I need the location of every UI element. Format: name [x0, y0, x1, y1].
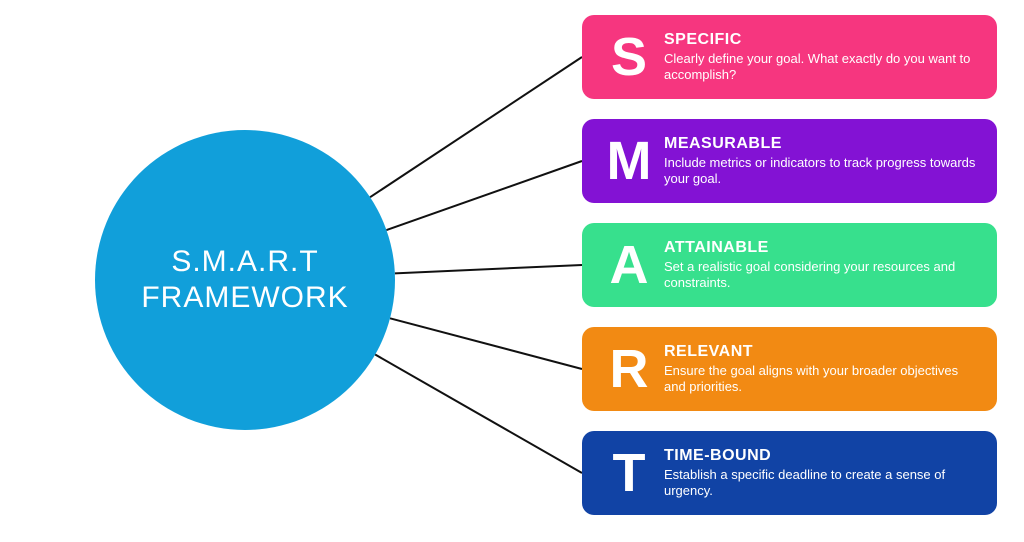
smart-card-r: RRELEVANT Ensure the goal aligns with you…	[582, 327, 997, 411]
card-letter: A	[594, 238, 664, 292]
card-body: RELEVANT Ensure the goal aligns with your…	[664, 343, 981, 396]
card-body: MEASURABLE Include metrics or indicators …	[664, 135, 981, 188]
card-letter: M	[594, 134, 664, 188]
smart-card-m: MMEASURABLE Include metrics or indicators…	[582, 119, 997, 203]
hub-circle: S.M.A.R.T FRAMEWORK	[95, 130, 395, 430]
connector-line	[375, 355, 582, 473]
card-title: MEASURABLE	[664, 135, 981, 153]
card-desc: Establish a specific deadline to create …	[664, 467, 981, 500]
hub-line1: S.M.A.R.T	[141, 244, 348, 280]
hub-text: S.M.A.R.T FRAMEWORK	[141, 244, 348, 316]
card-desc: Clearly define your goal. What exactly d…	[664, 51, 981, 84]
card-title: TIME-BOUND	[664, 447, 981, 465]
card-title: SPECIFIC	[664, 31, 981, 49]
smart-card-s: SSPECIFIC Clearly define your goal. What …	[582, 15, 997, 99]
card-body: ATTAINABLE Set a realistic goal consideri…	[664, 239, 981, 292]
connector-line	[386, 161, 582, 230]
card-letter: T	[594, 446, 664, 500]
diagram-canvas: S.M.A.R.T FRAMEWORK SSPECIFIC Clearly def…	[0, 0, 1024, 542]
card-title: ATTAINABLE	[664, 239, 981, 257]
card-body: SPECIFIC Clearly define your goal. What e…	[664, 31, 981, 84]
connector-line	[390, 318, 582, 369]
card-letter: S	[594, 30, 664, 84]
card-title: RELEVANT	[664, 343, 981, 361]
card-letter: R	[594, 342, 664, 396]
hub-line2: FRAMEWORK	[141, 280, 348, 316]
smart-card-a: AATTAINABLE Set a realistic goal consider…	[582, 223, 997, 307]
connector-line	[370, 57, 582, 197]
card-desc: Set a realistic goal considering your re…	[664, 259, 981, 292]
smart-card-t: TTIME-BOUND Establish a specific deadline…	[582, 431, 997, 515]
card-body: TIME-BOUND Establish a specific deadline …	[664, 447, 981, 500]
card-desc: Include metrics or indicators to track p…	[664, 155, 981, 188]
card-desc: Ensure the goal aligns with your broader…	[664, 363, 981, 396]
connector-line	[395, 265, 582, 273]
